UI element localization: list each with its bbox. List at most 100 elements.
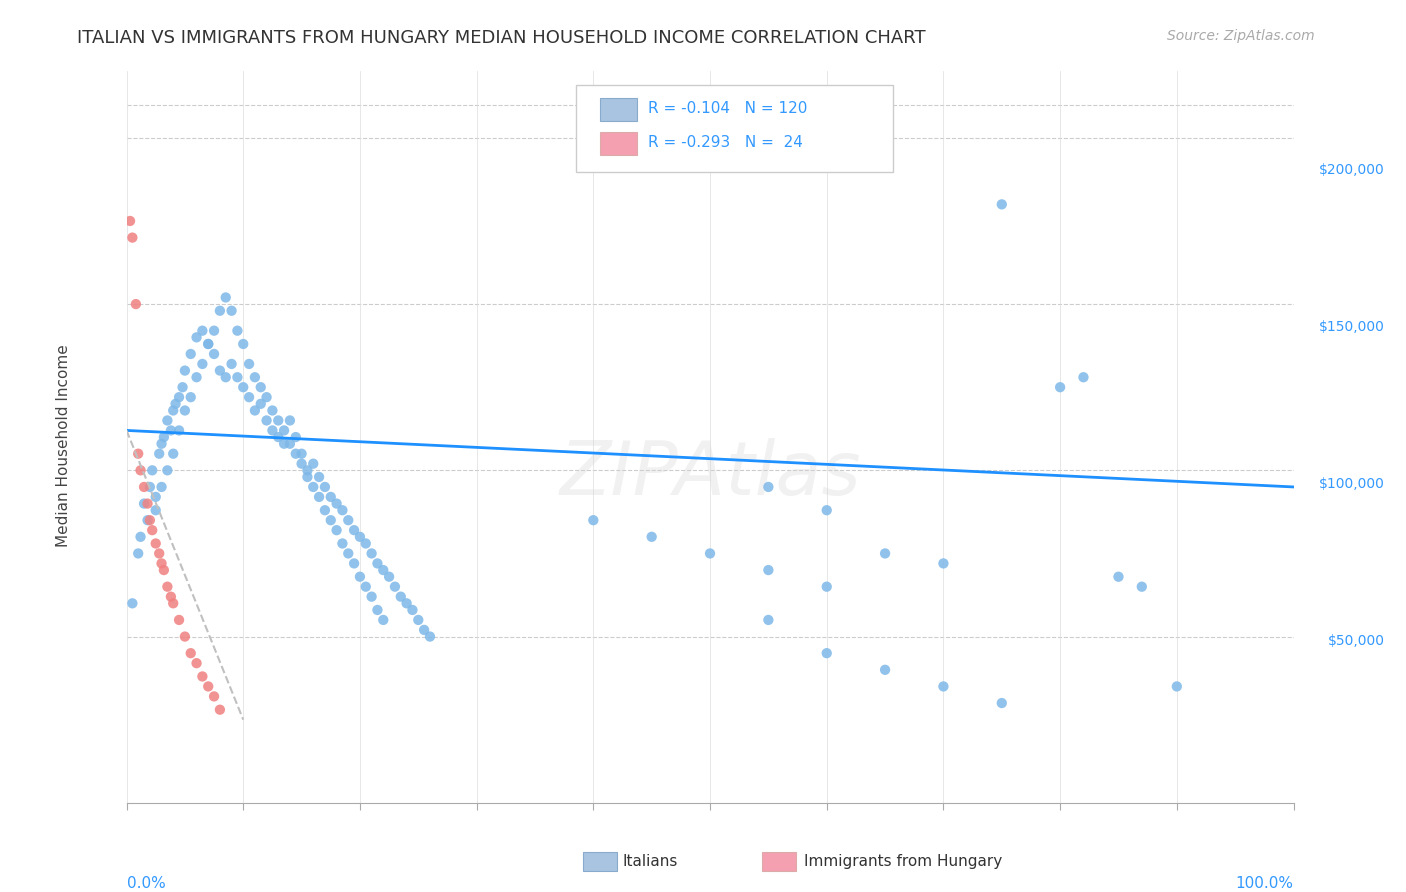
- Text: 0.0%: 0.0%: [127, 876, 166, 891]
- Point: [875, 546, 897, 560]
- Point: [343, 557, 366, 571]
- Point: [139, 480, 162, 494]
- Point: [290, 447, 312, 461]
- Point: [314, 503, 336, 517]
- Point: [186, 370, 208, 384]
- Point: [145, 503, 167, 517]
- Point: [160, 424, 183, 438]
- Point: [815, 580, 838, 594]
- Point: [413, 623, 436, 637]
- Text: 100.0%: 100.0%: [1236, 876, 1294, 891]
- Point: [215, 290, 238, 304]
- Point: [699, 546, 721, 560]
- Point: [132, 480, 155, 494]
- Point: [337, 513, 360, 527]
- Point: [150, 557, 173, 571]
- Point: [278, 436, 301, 450]
- Point: [221, 303, 243, 318]
- Point: [401, 603, 423, 617]
- Point: [273, 424, 295, 438]
- Point: [297, 463, 319, 477]
- Point: [167, 613, 190, 627]
- Point: [308, 470, 330, 484]
- Text: $200,000: $200,000: [1319, 163, 1385, 177]
- Point: [1073, 370, 1095, 384]
- Point: [156, 413, 179, 427]
- Point: [875, 663, 897, 677]
- Point: [232, 337, 254, 351]
- Point: [165, 397, 187, 411]
- Point: [332, 536, 354, 550]
- Point: [180, 646, 202, 660]
- Point: [990, 197, 1012, 211]
- Point: [141, 523, 163, 537]
- Point: [148, 546, 170, 560]
- Text: ZIPAtlas: ZIPAtlas: [560, 438, 860, 509]
- Point: [262, 403, 284, 417]
- Point: [990, 696, 1012, 710]
- Point: [332, 503, 354, 517]
- Point: [215, 370, 238, 384]
- Point: [343, 523, 366, 537]
- Point: [815, 646, 838, 660]
- Point: [150, 480, 173, 494]
- Text: Source: ZipAtlas.com: Source: ZipAtlas.com: [1167, 29, 1315, 43]
- Point: [1166, 680, 1188, 694]
- Point: [221, 357, 243, 371]
- Point: [640, 530, 664, 544]
- Point: [408, 613, 430, 627]
- Point: [389, 590, 412, 604]
- Point: [191, 324, 214, 338]
- Point: [153, 430, 176, 444]
- Point: [121, 596, 143, 610]
- Point: [180, 390, 202, 404]
- Point: [202, 347, 225, 361]
- Point: [319, 513, 342, 527]
- Point: [125, 297, 148, 311]
- Point: [284, 430, 307, 444]
- Point: [349, 570, 371, 584]
- Point: [278, 413, 301, 427]
- Point: [202, 324, 225, 338]
- Point: [160, 590, 183, 604]
- Point: [141, 463, 163, 477]
- Text: Median Household Income: Median Household Income: [56, 344, 70, 548]
- Point: [156, 580, 179, 594]
- Point: [118, 214, 141, 228]
- Point: [249, 397, 271, 411]
- Point: [756, 563, 779, 577]
- Point: [226, 370, 249, 384]
- Point: [395, 596, 418, 610]
- Point: [1049, 380, 1071, 394]
- Point: [419, 630, 441, 644]
- Point: [349, 530, 371, 544]
- Point: [186, 330, 208, 344]
- Point: [174, 403, 197, 417]
- Point: [136, 497, 159, 511]
- Point: [262, 424, 284, 438]
- Point: [932, 680, 955, 694]
- Point: [256, 390, 278, 404]
- Text: R = -0.104   N = 120: R = -0.104 N = 120: [648, 102, 807, 116]
- Point: [273, 436, 295, 450]
- Point: [284, 447, 307, 461]
- Point: [290, 457, 312, 471]
- Text: $100,000: $100,000: [1319, 477, 1385, 491]
- Point: [191, 357, 214, 371]
- Point: [238, 357, 260, 371]
- Point: [167, 390, 190, 404]
- Point: [366, 603, 388, 617]
- Point: [1130, 580, 1153, 594]
- Point: [226, 324, 249, 338]
- Point: [249, 380, 271, 394]
- Point: [302, 457, 325, 471]
- Point: [325, 523, 347, 537]
- Point: [202, 690, 225, 704]
- Point: [129, 463, 152, 477]
- Point: [243, 370, 266, 384]
- Point: [932, 557, 955, 571]
- Point: [815, 503, 838, 517]
- Point: [319, 490, 342, 504]
- Point: [180, 347, 202, 361]
- Text: Italians: Italians: [623, 854, 678, 869]
